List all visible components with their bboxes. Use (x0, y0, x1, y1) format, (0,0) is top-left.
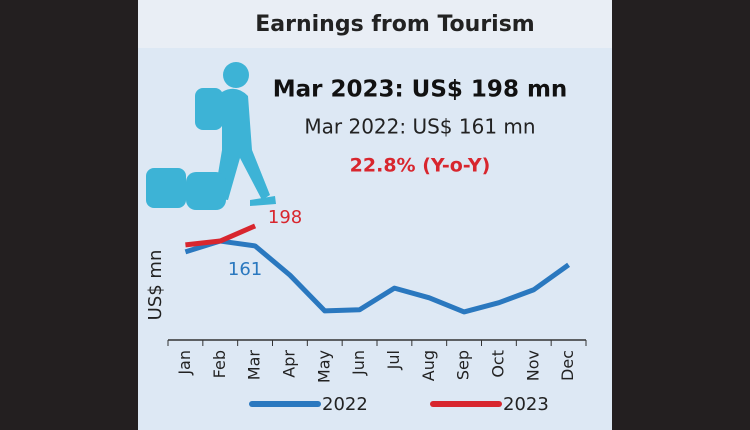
x-tick-label: Oct (488, 350, 507, 378)
data-label: 161 (228, 259, 262, 280)
title-band (138, 0, 612, 48)
x-tick-label: Jun (349, 350, 368, 376)
annotation: Mar 2023: US$ 198 mn (273, 77, 568, 103)
x-tick-label: Jan (175, 350, 194, 376)
x-tick-label: Feb (210, 350, 229, 378)
x-tick-label: Dec (558, 350, 577, 381)
x-tick-label: Sep (454, 350, 473, 380)
annotation: 22.8% (Y-o-Y) (350, 155, 491, 177)
traveler-icon (146, 62, 276, 210)
annotation: Mar 2022: US$ 161 mn (304, 115, 535, 139)
legend-label: 2022 (322, 394, 368, 415)
series-line (185, 223, 257, 248)
x-tick-label: May (314, 350, 333, 383)
x-tick-label: Apr (279, 350, 298, 378)
x-tick-label: Mar (245, 350, 264, 381)
chart-title: Earnings from Tourism (255, 12, 534, 37)
data-label: 198 (268, 207, 302, 228)
x-tick-label: Nov (523, 350, 542, 381)
x-tick-label: Jul (384, 350, 403, 370)
panel (138, 0, 612, 430)
legend-label: 2023 (503, 394, 549, 415)
y-axis-label: US$ mn (145, 250, 166, 321)
series-line (184, 238, 571, 315)
x-tick-label: Aug (419, 350, 438, 381)
